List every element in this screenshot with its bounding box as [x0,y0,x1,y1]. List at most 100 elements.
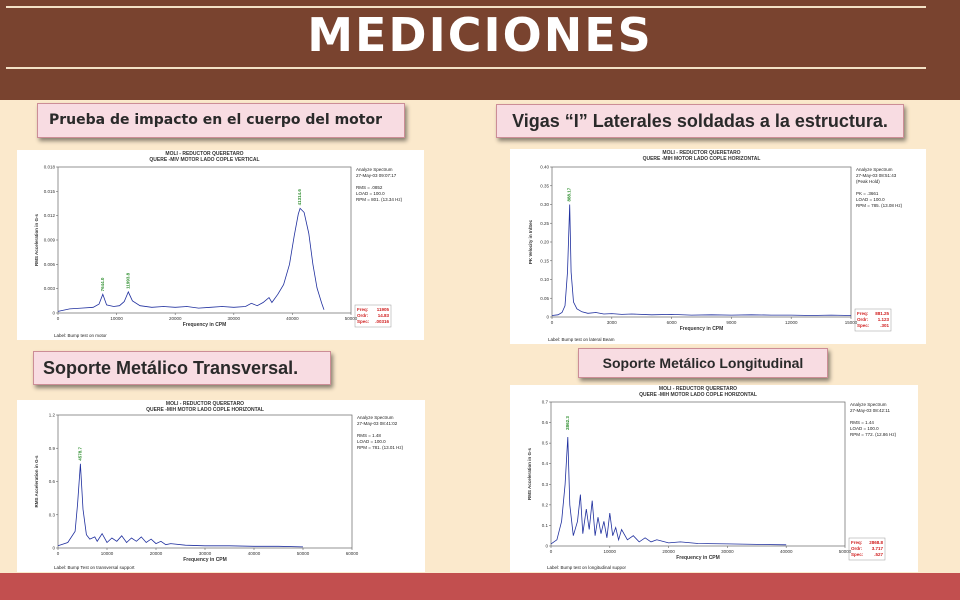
freq-readout-box [854,308,892,332]
info-line: LOAD = 100.0 [856,197,885,202]
y-tick-label: 0 [52,546,55,551]
x-tick-label: 30000 [228,316,241,321]
label-longitudinal-support: Soporte Metálico Longitudinal [578,348,828,378]
x-tick-label: 0 [57,316,60,321]
title-banner: MEDICIONES [0,0,960,100]
y-tick-label: 0.35 [540,183,549,188]
y-tick-label: 0.6 [49,479,56,484]
peak-label: 2862.3 [565,416,570,430]
peak-label: 4578.7 [77,447,82,461]
x-tick-label: 20000 [662,549,675,554]
label-transversal-support: Soporte Metálico Transversal. [33,351,331,385]
y-tick-label: 0 [545,544,548,549]
y-tick-label: 0.5 [542,441,549,446]
chart-title-line: MOLI - REDUCTOR QUERETARO [659,386,737,392]
y-tick-label: 0.15 [540,258,549,263]
freq-readout-box [848,537,886,561]
y-axis-label: PK Velocity in In/Sec [528,219,533,264]
chart-footer-label: Label: Bump test on longitudinal suppor [547,565,627,570]
spectrum-trace [57,463,304,548]
x-tick-label: 3000 [607,320,618,325]
freq-readout-value: 14.83 [378,313,390,318]
chart-footer-label: Label: Bump Test on transversal support [54,565,135,570]
y-tick-label: 0.40 [540,165,549,170]
x-tick-label: 40000 [286,316,299,321]
info-line: LOAD = 100.0 [850,426,879,431]
x-tick-label: 12000 [785,320,798,325]
freq-readout-value: 1.123 [878,317,890,322]
x-axis-label: Frequency in CPM [680,326,724,332]
freq-readout-label: Ordr: [857,317,869,322]
y-axis-label: RMS Acceleration in G-s [34,213,39,266]
y-tick-label: 0.003 [44,286,56,291]
chart-footer-label: Label: Bump test on motor [54,333,107,338]
chart-title-line: QUERE -MIH MOTOR LADO COPLE HORIZONTAL [643,156,761,162]
info-line: 27-May-03 09:07:17 [356,173,397,178]
x-tick-label: 40000 [780,549,793,554]
plot-frame [57,414,353,549]
spectrum-panel-transversal: MOLI - REDUCTOR QUERETARO QUERE -MIH MOTO… [17,400,425,572]
info-line: Analyze Spectrum [850,402,887,407]
info-line: LOAD = 100.0 [356,191,385,196]
freq-readout-label: Spec: [357,319,370,324]
x-axis-label: Frequency in CPM [676,555,720,561]
peak-label: 41314.6 [297,189,302,206]
x-tick-label: 0 [551,320,554,325]
freq-readout-value: 2868.8 [869,540,883,545]
x-tick-label: 50000 [839,549,852,554]
y-tick-label: 0.009 [44,238,56,243]
freq-readout-label: Spec: [857,323,870,328]
y-axis-label: RMS Acceleration in G-s [527,447,532,500]
info-line: RPM = 772. (12.86 Hz) [850,432,897,437]
x-tick-label: 30000 [199,551,212,556]
x-tick-label: 30000 [721,549,734,554]
bottom-rule [6,67,926,69]
y-tick-label: 0.30 [540,202,549,207]
x-tick-label: 60000 [346,551,359,556]
chart-title-line: QUERE -MIH MOTOR LADO COPLE HORIZONTAL [146,407,264,413]
info-line: 27-May-03 08:41:02 [357,421,398,426]
x-tick-label: 9000 [726,320,737,325]
info-line: 27-May-03 08:51:43 [856,173,897,178]
freq-readout-label: Spec: [851,552,864,557]
y-tick-label: 0 [546,315,549,320]
x-tick-label: 15000 [845,320,858,325]
y-tick-label: 0.1 [542,523,549,528]
spectrum-panel-longitudinal: MOLI - REDUCTOR QUERETARO QUERE -MIH MOTO… [510,385,918,572]
spectrum-trace [550,436,787,546]
x-tick-label: 50000 [297,551,310,556]
footer-band [0,573,960,600]
info-line: RMS = .0852 [356,185,383,190]
y-tick-label: 0.3 [49,512,56,517]
freq-readout-box [354,304,392,328]
x-tick-label: 0 [550,549,553,554]
info-line: PK = .3661 [856,191,879,196]
chart-footer-label: Label: Bump test on lateral Beam [548,337,615,342]
plot-frame [550,401,846,547]
page-title: MEDICIONES [307,8,653,62]
y-tick-label: 0.7 [542,400,549,405]
freq-readout-value: .00316 [375,319,389,324]
x-tick-label: 10000 [101,551,114,556]
y-tick-label: 0.006 [44,262,56,267]
freq-readout-value: .527 [874,552,883,557]
x-axis-label: Frequency in CPM [183,557,227,563]
x-tick-label: 10000 [110,316,123,321]
info-line: RMS = 1.44 [850,420,874,425]
y-tick-label: 0 [52,311,55,316]
spectrum-trace [57,207,325,312]
freq-readout-label: Ordr: [357,313,369,318]
y-tick-label: 0.018 [44,165,56,170]
x-axis-label: Frequency in CPM [183,322,227,328]
y-tick-label: 0.9 [49,446,56,451]
info-line: Analyze Spectrum [357,415,394,420]
chart-title-line: MOLI - REDUCTOR QUERETARO [662,150,740,156]
info-line: RMS = 1.48 [357,433,381,438]
y-tick-label: 0.015 [44,189,56,194]
peak-label: 888.17 [567,187,572,201]
freq-readout-label: Ordr: [851,546,863,551]
y-tick-label: 0.25 [540,221,549,226]
x-tick-label: 20000 [150,551,163,556]
